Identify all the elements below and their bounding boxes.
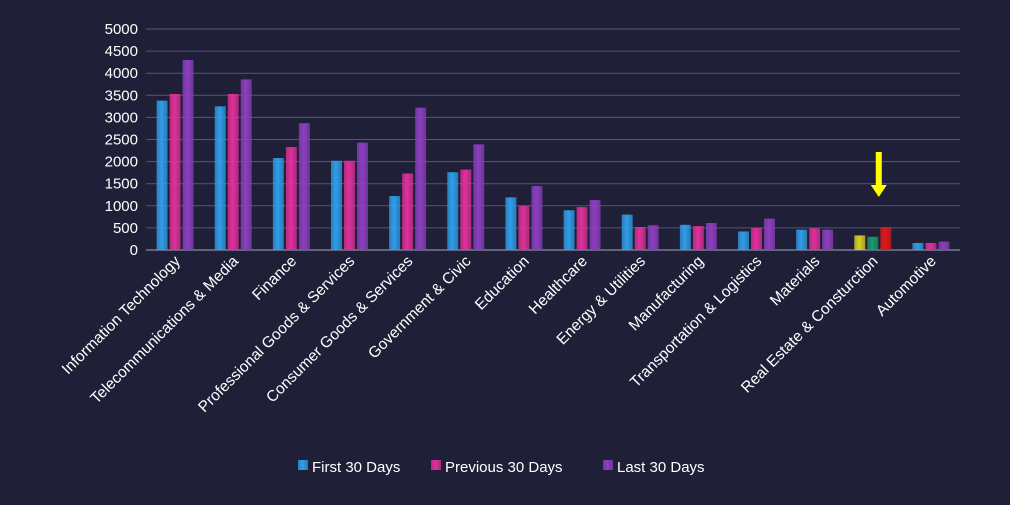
- bar-professional-goods-and-services-first-30-days: [331, 160, 342, 250]
- bar-information-technology-last-30-days: [182, 59, 194, 250]
- bar-telecommunications-and-media-last-30-days: [240, 79, 252, 250]
- y-tick-label-0: 0: [130, 242, 138, 259]
- bar-manufacturing-previous-30-days: [692, 226, 704, 250]
- legend-item-first-30-days: First 30 Days: [298, 459, 400, 476]
- bar-manufacturing-first-30-days: [679, 224, 691, 250]
- x-tick-label-materials: Materials: [767, 253, 824, 310]
- bar-telecommunications-and-media-first-30-days: [214, 106, 226, 250]
- y-tick-label-1000: 1000: [105, 198, 138, 215]
- x-tick-label-finance: Finance: [249, 253, 300, 304]
- bar-professional-goods-and-services-last-30-days: [357, 142, 368, 250]
- bar-finance-first-30-days: [272, 158, 284, 250]
- bars: [156, 59, 950, 251]
- y-axis-tick-labels: 0 500 1000 1500 2000 2500 3000 3500 4000 4500 5000: [105, 21, 138, 259]
- bar-education-previous-30-days: [518, 205, 530, 250]
- legend-swatch: [603, 460, 613, 470]
- bar-energy-and-utilities-first-30-days: [621, 214, 633, 250]
- bar-telecommunications-and-media-previous-30-days: [227, 93, 239, 250]
- bar-healthcare-first-30-days: [563, 210, 575, 250]
- y-tick-label-3000: 3000: [105, 109, 138, 126]
- bar-education-last-30-days: [531, 185, 543, 250]
- y-tick-label-500: 500: [113, 220, 138, 237]
- y-tick-label-4000: 4000: [105, 65, 138, 82]
- highlight-arrow-icon: [870, 152, 887, 197]
- bar-energy-and-utilities-last-30-days: [647, 225, 659, 250]
- y-tick-label-2000: 2000: [105, 154, 138, 171]
- bar-materials-first-30-days: [796, 229, 808, 250]
- bar-transportation-and-logistics-first-30-days: [738, 231, 749, 250]
- bar-consumer-goods-and-services-previous-30-days: [402, 173, 414, 250]
- bar-government-and-civic-first-30-days: [447, 172, 459, 250]
- x-tick-label-information-technology: Information Technology: [59, 253, 184, 378]
- legend: First 30 Days Previous 30 Days Last 30 Day…: [298, 459, 705, 476]
- bar-healthcare-last-30-days: [589, 200, 601, 250]
- legend-label: First 30 Days: [312, 459, 400, 476]
- bar-energy-and-utilities-previous-30-days: [634, 227, 646, 250]
- bar-finance-previous-30-days: [285, 147, 297, 250]
- y-tick-label-5000: 5000: [105, 21, 138, 38]
- legend-item-last-30-days: Last 30 Days: [603, 459, 705, 476]
- bar-transportation-and-logistics-previous-30-days: [751, 227, 762, 250]
- legend-swatch: [298, 460, 308, 470]
- bar-consumer-goods-and-services-last-30-days: [415, 107, 427, 251]
- bar-government-and-civic-previous-30-days: [460, 169, 472, 250]
- legend-item-previous-30-days: Previous 30 Days: [431, 459, 563, 476]
- x-tick-label-automotive: Automotive: [873, 253, 940, 320]
- legend-swatch: [431, 460, 441, 470]
- bar-healthcare-previous-30-days: [576, 207, 588, 250]
- bar-real-estate-and-consturction-first-30-days: [854, 235, 866, 250]
- y-tick-label-4500: 4500: [105, 43, 138, 60]
- annotations: [870, 152, 887, 197]
- x-tick-label-education: Education: [472, 253, 533, 314]
- legend-label: Last 30 Days: [617, 459, 705, 476]
- x-tick-label-government-and-civic: Government & Civic: [365, 253, 475, 363]
- bar-automotive-previous-30-days: [925, 242, 937, 250]
- bar-information-technology-previous-30-days: [169, 93, 181, 250]
- bar-materials-previous-30-days: [809, 228, 821, 250]
- bar-automotive-last-30-days: [938, 241, 950, 250]
- bar-materials-last-30-days: [822, 229, 834, 250]
- bar-consumer-goods-and-services-first-30-days: [389, 196, 401, 250]
- bar-education-first-30-days: [505, 197, 517, 250]
- bar-professional-goods-and-services-previous-30-days: [344, 160, 355, 250]
- y-tick-label-2500: 2500: [105, 132, 138, 149]
- bar-finance-last-30-days: [298, 123, 310, 250]
- legend-label: Previous 30 Days: [445, 459, 563, 476]
- bar-transportation-and-logistics-last-30-days: [764, 218, 775, 250]
- bar-government-and-civic-last-30-days: [473, 144, 485, 250]
- x-axis-tick-labels: Information TechnologyTelecommunications…: [59, 253, 940, 416]
- bar-real-estate-and-consturction-previous-30-days: [867, 236, 879, 250]
- bar-manufacturing-last-30-days: [705, 223, 717, 250]
- gridlines: [146, 28, 960, 251]
- bar-real-estate-and-consturction-last-30-days: [880, 227, 892, 250]
- bar-automotive-first-30-days: [912, 242, 924, 250]
- y-tick-label-3500: 3500: [105, 87, 138, 104]
- bar-information-technology-first-30-days: [156, 100, 168, 250]
- y-tick-label-1500: 1500: [105, 176, 138, 193]
